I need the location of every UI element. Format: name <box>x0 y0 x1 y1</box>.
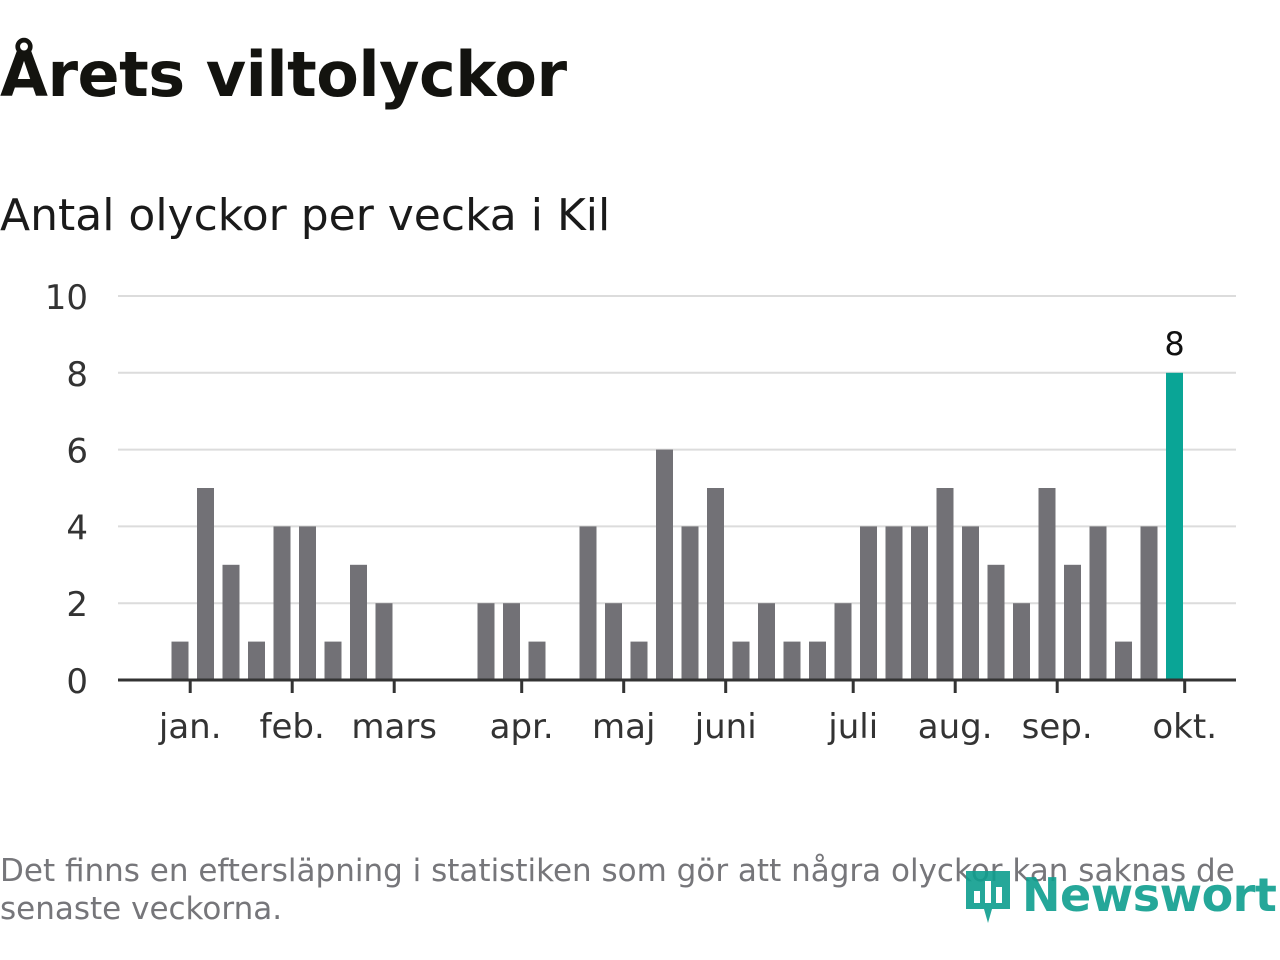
bar-week-6 <box>299 526 316 680</box>
bar-week-40 <box>1166 372 1183 680</box>
bar-week-8 <box>350 564 367 680</box>
bar-week-26 <box>809 641 826 680</box>
footnote: Det finns en eftersläpning i statistiken… <box>0 853 1235 927</box>
bar-week-37 <box>1089 526 1107 680</box>
bar-week-9 <box>375 603 393 680</box>
bar-week-39 <box>1140 526 1158 680</box>
bar-week-2 <box>197 488 214 680</box>
newsworthy-logo-icon <box>966 871 1010 923</box>
bar-week-21 <box>681 526 699 680</box>
bar-week-1 <box>171 641 189 680</box>
newsworthy-logo: Newsworthy <box>962 862 1280 928</box>
bar-week-23 <box>732 641 750 680</box>
bar-week-20 <box>656 449 673 680</box>
y-tick-label-4: 4 <box>66 508 88 548</box>
bar-week-5 <box>273 526 291 680</box>
bar-week-28 <box>860 526 877 680</box>
x-tick-label-okt: okt. <box>1152 707 1217 747</box>
bar-week-25 <box>783 641 801 680</box>
bar-week-4 <box>248 641 265 680</box>
x-tick-label-mars: mars <box>351 707 437 747</box>
bar-week-36 <box>1064 564 1081 680</box>
bar-week-38 <box>1115 641 1132 680</box>
x-tick-label-feb: feb. <box>260 707 325 747</box>
chart-subtitle: Antal olyckor per vecka i Kil <box>0 190 611 241</box>
x-tick-label-aug: aug. <box>918 707 993 747</box>
bar-week-15 <box>528 641 546 680</box>
bar-week-17 <box>579 526 597 680</box>
y-tick-label-2: 2 <box>66 585 88 625</box>
x-tick-label-juli: juli <box>827 707 878 747</box>
y-tick-label-6: 6 <box>66 432 88 472</box>
bar-chart: 0 2 4 6 8 10 8 jan. feb. mars apr. maj juni juli aug… <box>45 278 1236 747</box>
data-label-week-40: 8 <box>1164 325 1184 363</box>
x-tick-label-juni: juni <box>694 707 757 747</box>
bar-week-18 <box>605 603 622 680</box>
y-tick-label-0: 0 <box>66 662 88 702</box>
x-tick-label-jan: jan. <box>158 707 222 747</box>
y-tick-label-8: 8 <box>66 355 88 395</box>
bar-week-3 <box>222 564 240 680</box>
brand-name: Newsworthy <box>1022 868 1280 922</box>
bar-week-27 <box>834 603 852 680</box>
bar-week-14 <box>503 603 520 680</box>
bar-week-13 <box>477 603 495 680</box>
bar-week-22 <box>707 488 724 680</box>
bar-week-34 <box>1013 603 1030 680</box>
bars <box>171 372 1183 680</box>
y-axis-ticks: 0 2 4 6 8 10 <box>45 278 88 702</box>
bar-week-29 <box>885 526 903 680</box>
chart-title: Årets viltolyckor <box>0 38 567 111</box>
bar-week-31 <box>936 488 954 680</box>
bar-week-35 <box>1038 488 1056 680</box>
y-tick-label-10: 10 <box>45 278 88 318</box>
bar-week-33 <box>987 564 1005 680</box>
bar-week-32 <box>962 526 979 680</box>
bar-week-30 <box>911 526 928 680</box>
x-tick-label-sep: sep. <box>1022 707 1093 747</box>
bar-week-7 <box>324 641 342 680</box>
x-axis: jan. feb. mars apr. maj juni juli aug. sep. okt. <box>118 678 1236 747</box>
bar-week-24 <box>758 603 775 680</box>
x-tick-label-maj: maj <box>592 707 655 747</box>
bar-week-19 <box>630 641 648 680</box>
x-tick-label-apr: apr. <box>490 707 554 747</box>
data-labels: 8 <box>1164 325 1184 363</box>
